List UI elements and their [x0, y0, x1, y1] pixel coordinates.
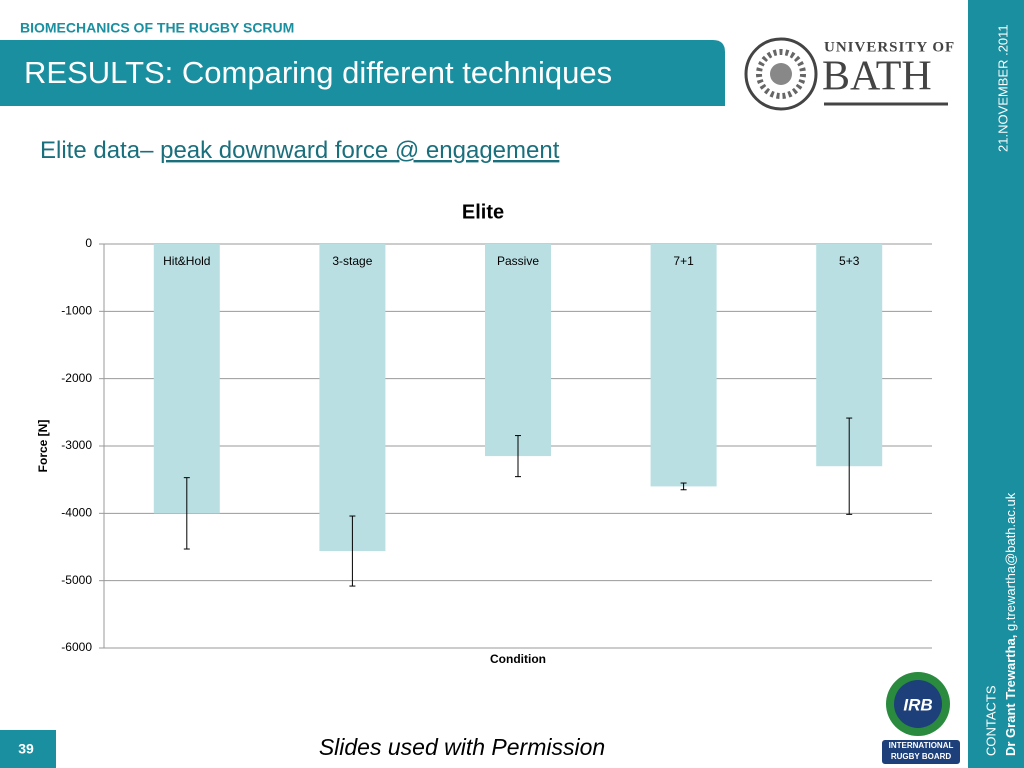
x-axis-label: Condition — [490, 652, 546, 666]
y-tick-label: 0 — [85, 236, 92, 250]
irb-inner — [894, 680, 942, 728]
page-number-box — [0, 730, 56, 768]
subtitle-topic: peak downward force @ engagement — [160, 137, 560, 164]
irb-text: RUGBY BOARD — [891, 752, 952, 761]
title-bar — [0, 40, 725, 106]
slide-title: RESULTS: Comparing different techniques — [24, 55, 612, 90]
category-label: 3-stage — [332, 254, 372, 268]
y-tick-label: -3000 — [61, 438, 92, 452]
logo-text: UNIVERSITY OF — [824, 39, 955, 55]
subtitle: Elite data– peak downward force @ engage… — [40, 137, 560, 164]
contacts-label: CONTACTS — [983, 685, 998, 756]
irb-text: INTERNATIONAL — [889, 741, 954, 750]
subtitle-lead: Elite data– — [40, 137, 160, 164]
date: 21.NOVEMBER .2011 — [995, 24, 1010, 152]
category-label: 7+1 — [673, 254, 694, 268]
chart: Elite Condition Force [N] 0 -1000 -2000 -30… — [36, 201, 932, 666]
footer-note: Slides used with Permission — [319, 734, 605, 760]
bar — [485, 244, 551, 457]
contact-email: g.trewartha@bath.ac.uk — [1003, 492, 1018, 631]
y-axis-label: Force [N] — [36, 420, 50, 473]
logo-face — [770, 63, 792, 85]
bar — [153, 244, 220, 514]
y-tick-label: -1000 — [61, 304, 92, 318]
category-label: Passive — [497, 254, 539, 268]
contact: Dr Grant Trewartha, g.trewartha@bath.ac.… — [1003, 492, 1018, 756]
y-tick-label: -4000 — [61, 506, 92, 520]
irb-mark: IRB — [903, 695, 932, 714]
y-tick-label: -6000 — [61, 640, 92, 654]
y-tick-label: -2000 — [61, 371, 92, 385]
irb-banner — [882, 740, 960, 764]
bar — [319, 244, 386, 552]
chart-title: Elite — [462, 201, 504, 223]
y-tick-label: -5000 — [61, 573, 92, 587]
logo-emblem-detail — [756, 49, 806, 99]
contact-name: Dr Grant Trewartha, — [1003, 635, 1018, 756]
logo-emblem — [744, 37, 818, 111]
category-label: 5+3 — [839, 254, 860, 268]
bar — [650, 244, 717, 487]
irb-logo: IRB INTERNATIONAL RUGBY BOARD — [882, 672, 960, 764]
logo-text: BATH — [822, 54, 932, 100]
university-logo: UNIVERSITY OF BATH — [744, 37, 955, 111]
side-strip — [968, 0, 1024, 768]
page-number: 39 — [18, 741, 34, 757]
category-label: Hit&Hold — [163, 254, 210, 268]
section-title: BIOMECHANICS OF THE RUGBY SCRUM — [20, 20, 294, 36]
